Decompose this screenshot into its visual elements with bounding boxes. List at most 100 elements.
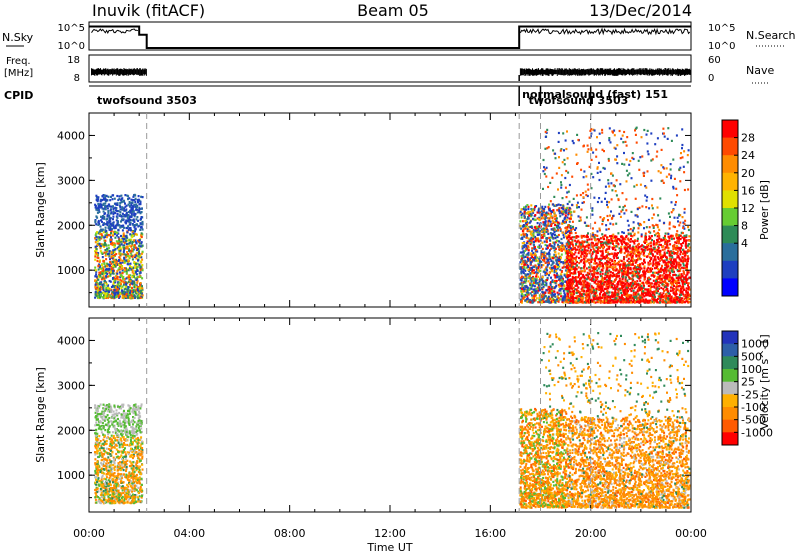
data-cell — [527, 226, 530, 229]
data-cell — [543, 240, 546, 243]
data-cell — [656, 276, 659, 279]
data-cell — [103, 236, 106, 239]
data-cell — [132, 272, 135, 275]
data-cell — [109, 209, 112, 212]
data-cell — [129, 296, 132, 299]
data-cell — [523, 280, 526, 283]
data-cell — [116, 216, 119, 219]
data-cell — [640, 251, 643, 254]
data-cell — [141, 222, 144, 225]
data-cell — [112, 289, 115, 292]
data-cell — [567, 236, 570, 239]
data-cell — [122, 250, 125, 254]
data-cell — [133, 283, 136, 286]
data-cell — [133, 282, 136, 285]
data-cell — [563, 296, 566, 299]
data-cell — [611, 265, 614, 269]
data-cell — [529, 282, 532, 285]
data-cell — [645, 269, 648, 273]
data-cell — [624, 266, 627, 269]
data-cell — [676, 288, 679, 291]
data-cell — [108, 203, 111, 206]
data-cell — [119, 249, 122, 252]
data-cell — [131, 199, 134, 202]
data-cell — [116, 270, 119, 273]
data-cell — [631, 235, 634, 238]
data-cell — [556, 235, 559, 239]
data-cell — [583, 289, 585, 293]
data-cell — [662, 276, 665, 279]
data-cell — [520, 255, 523, 258]
data-cell — [678, 293, 681, 296]
data-cell — [663, 238, 666, 241]
data-cell — [533, 265, 536, 269]
data-cell — [538, 296, 541, 300]
data-cell — [524, 278, 527, 282]
data-cell — [545, 282, 548, 285]
data-cell — [550, 276, 552, 279]
data-cell — [664, 269, 667, 272]
data-cell — [548, 255, 551, 258]
data-cell — [541, 230, 544, 233]
date-title: 13/Dec/2014 — [589, 1, 692, 20]
data-cell — [110, 296, 113, 299]
data-cell — [575, 288, 578, 291]
data-cell — [537, 265, 540, 268]
data-cell — [686, 263, 689, 266]
data-cell — [536, 233, 539, 236]
data-cell — [538, 280, 541, 283]
data-cell — [94, 206, 97, 209]
data-cell — [638, 274, 641, 277]
data-cell — [573, 246, 576, 250]
data-cell — [632, 260, 634, 263]
data-cell — [104, 290, 107, 293]
data-cell — [617, 271, 620, 274]
data-cell — [529, 301, 532, 304]
data-cell — [561, 249, 563, 252]
data-cell — [109, 295, 112, 298]
data-cell — [686, 257, 689, 260]
data-cell — [676, 256, 679, 259]
data-cell — [639, 269, 641, 272]
data-cell — [547, 291, 550, 295]
data-cell — [118, 244, 121, 247]
data-cell — [635, 270, 638, 273]
data-cell — [683, 272, 686, 275]
data-cell — [530, 287, 533, 290]
data-cell — [537, 269, 540, 272]
data-cell — [687, 244, 689, 247]
data-cell — [628, 277, 631, 280]
data-cell — [555, 284, 558, 287]
data-cell — [592, 278, 595, 281]
data-cell — [551, 280, 554, 283]
data-cell — [113, 296, 116, 299]
data-cell — [601, 275, 603, 278]
nsky-line — [89, 25, 691, 49]
data-cell — [99, 198, 102, 201]
data-cell — [559, 215, 562, 218]
data-cell — [592, 286, 595, 289]
data-cell — [101, 276, 104, 279]
data-cell — [529, 287, 532, 290]
data-cell — [630, 294, 633, 297]
data-cell — [572, 265, 575, 269]
data-cell — [99, 200, 102, 203]
cpid-strip: CPID twofsound 3503 normalsound (fast) 15… — [4, 85, 691, 107]
data-cell — [564, 214, 567, 217]
data-cell — [574, 266, 577, 269]
data-cell — [680, 266, 683, 269]
data-cell — [580, 267, 583, 270]
data-cell — [538, 232, 541, 235]
data-cell — [112, 233, 115, 236]
data-cell — [556, 267, 559, 270]
data-cell — [96, 294, 99, 297]
data-cell — [131, 247, 134, 251]
data-cell — [532, 258, 534, 261]
data-cell — [137, 253, 140, 256]
data-cell — [125, 239, 128, 242]
data-cell — [650, 241, 652, 244]
data-cell — [113, 279, 116, 282]
data-cell — [104, 296, 107, 299]
data-cell — [141, 264, 144, 267]
data-cell — [116, 202, 119, 205]
